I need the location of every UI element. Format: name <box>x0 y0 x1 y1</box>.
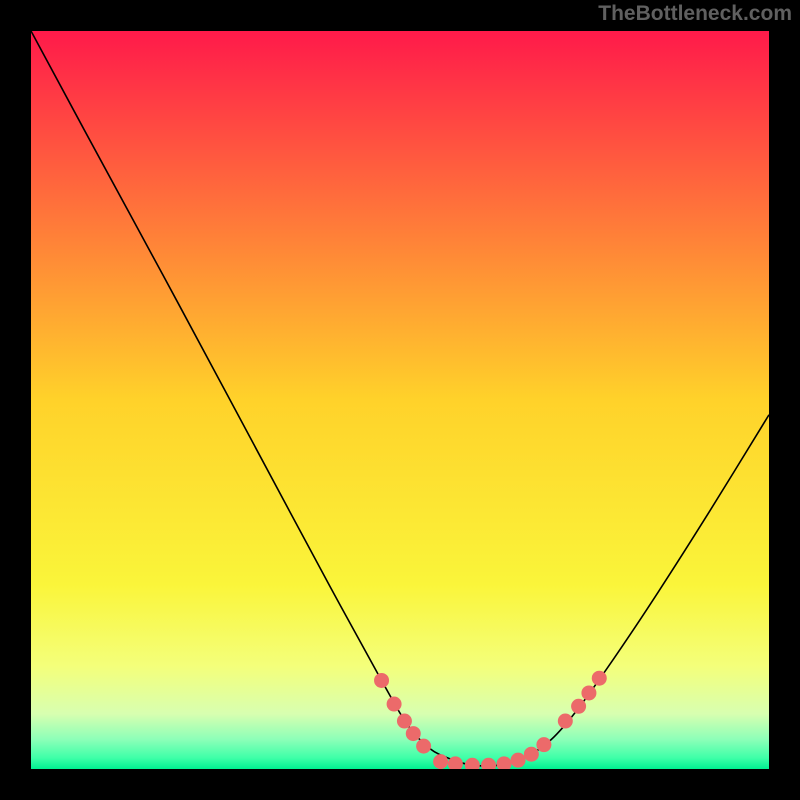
data-marker <box>374 673 389 688</box>
data-marker <box>592 671 607 686</box>
data-marker <box>406 726 421 741</box>
data-marker <box>416 739 431 754</box>
data-marker <box>511 753 526 768</box>
data-marker <box>524 747 539 762</box>
data-marker <box>558 714 573 729</box>
data-marker <box>387 697 402 712</box>
plot-area <box>31 31 769 769</box>
data-marker <box>397 714 412 729</box>
watermark-label: TheBottleneck.com <box>598 2 792 26</box>
data-marker <box>571 699 586 714</box>
chart-stage: TheBottleneck.com <box>0 0 800 800</box>
data-marker <box>581 685 596 700</box>
gradient-background <box>31 31 769 769</box>
data-marker <box>536 737 551 752</box>
data-marker <box>433 754 448 769</box>
